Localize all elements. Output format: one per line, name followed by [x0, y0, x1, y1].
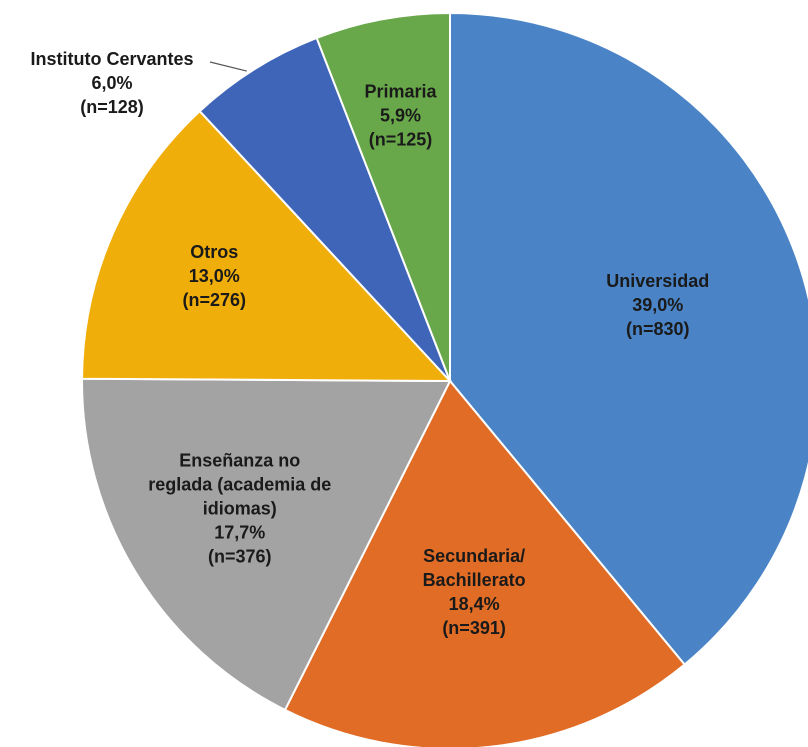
slice-label: Enseñanza no [179, 451, 300, 471]
slice-label: Instituto Cervantes [30, 49, 193, 69]
slice-label: Otros [190, 242, 238, 262]
pie-slice [198, 36, 451, 382]
slice-label: (n=376) [208, 547, 272, 567]
slice-label: Secundaria/ [423, 546, 525, 566]
slice-label: (n=128) [80, 97, 144, 117]
slice-label: (n=830) [626, 319, 690, 339]
slice-label: (n=276) [182, 290, 246, 310]
slice-label: (n=391) [442, 618, 506, 638]
slice-label: 18,4% [449, 594, 500, 614]
slice-label: reglada (academia de [148, 475, 331, 495]
slice-label: Bachillerato [423, 570, 526, 590]
slice-label: 13,0% [189, 266, 240, 286]
slice-label: idiomas) [203, 499, 277, 519]
slice-label: 5,9% [380, 106, 421, 126]
pie-slice [449, 11, 808, 666]
slice-label: (n=125) [369, 130, 433, 150]
slice-label: Universidad [606, 271, 709, 291]
leader-line [209, 61, 247, 72]
slice-label: 6,0% [91, 73, 132, 93]
slice-label: 39,0% [632, 295, 683, 315]
pie-slice [81, 109, 453, 383]
slice-label: 17,7% [214, 523, 265, 543]
pie-slice [315, 11, 451, 382]
slice-label: Primaria [364, 82, 437, 102]
pie-slice [81, 377, 452, 712]
